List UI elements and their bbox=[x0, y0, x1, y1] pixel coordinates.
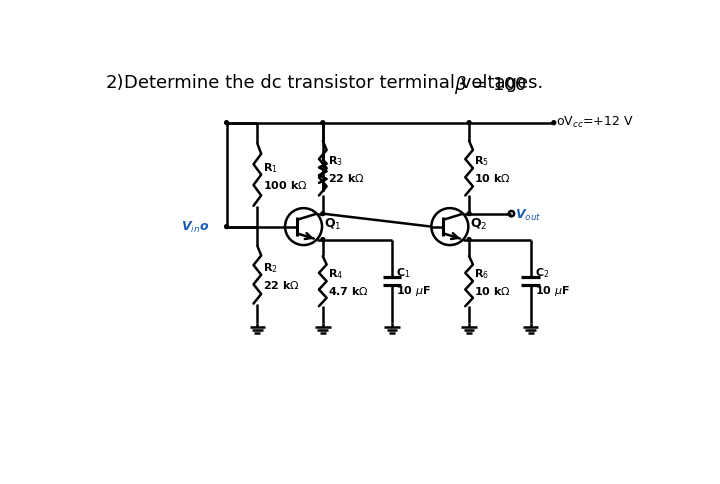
Text: Determine the dc transistor terminal voltages.: Determine the dc transistor terminal vol… bbox=[124, 74, 544, 91]
Circle shape bbox=[321, 238, 325, 242]
Text: R$_6$
10 k$\Omega$: R$_6$ 10 k$\Omega$ bbox=[474, 267, 511, 297]
Circle shape bbox=[321, 121, 325, 125]
Circle shape bbox=[467, 238, 471, 242]
Circle shape bbox=[467, 212, 471, 216]
Text: R$_1$
100 k$\Omega$: R$_1$ 100 k$\Omega$ bbox=[263, 160, 307, 190]
Text: R$_2$
22 k$\Omega$: R$_2$ 22 k$\Omega$ bbox=[263, 260, 300, 290]
Text: V$_{in}$o: V$_{in}$o bbox=[181, 220, 210, 235]
Text: R$_4$
4.7 k$\Omega$: R$_4$ 4.7 k$\Omega$ bbox=[328, 267, 369, 297]
Text: $\beta$ = 100: $\beta$ = 100 bbox=[454, 74, 527, 95]
Circle shape bbox=[467, 121, 471, 125]
Text: C$_2$
10 $\mu$F: C$_2$ 10 $\mu$F bbox=[534, 266, 570, 298]
Text: C$_1$
10 $\mu$F: C$_1$ 10 $\mu$F bbox=[396, 266, 431, 298]
Text: oV$_{cc}$=+12 V: oV$_{cc}$=+12 V bbox=[556, 115, 634, 130]
Text: R$_3$
22 k$\Omega$: R$_3$ 22 k$\Omega$ bbox=[328, 154, 365, 183]
Text: V$_{out}$: V$_{out}$ bbox=[516, 208, 541, 223]
Text: Q$_2$: Q$_2$ bbox=[470, 216, 487, 231]
Circle shape bbox=[225, 225, 228, 229]
Text: 2): 2) bbox=[106, 74, 124, 91]
Circle shape bbox=[321, 212, 325, 216]
Circle shape bbox=[225, 121, 228, 125]
Text: Q$_1$: Q$_1$ bbox=[323, 216, 341, 231]
Text: R$_5$
10 k$\Omega$: R$_5$ 10 k$\Omega$ bbox=[474, 154, 511, 183]
Circle shape bbox=[552, 121, 556, 125]
